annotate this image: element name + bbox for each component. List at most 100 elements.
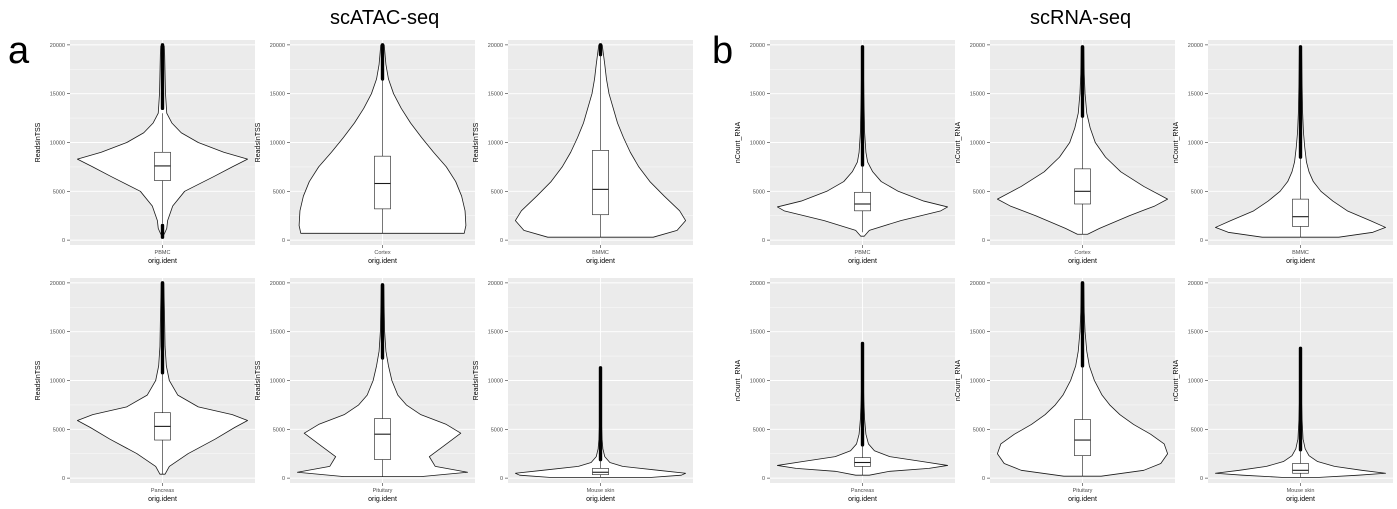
y-tick-label: 0	[282, 476, 285, 482]
y-axis-title: ReadsInTSS	[473, 360, 480, 400]
y-tick-label: 5000	[1191, 189, 1203, 195]
y-tick-label: 20000	[1188, 43, 1203, 49]
y-axis-title: ReadsInTSS	[35, 122, 42, 162]
y-tick-label: 20000	[488, 281, 503, 287]
x-axis-title: orig.ident	[586, 258, 615, 265]
y-tick-label: 15000	[270, 330, 285, 336]
y-tick-label: 5000	[1191, 427, 1203, 433]
y-tick-label: 15000	[1188, 92, 1203, 98]
y-tick-label: 5000	[973, 189, 985, 195]
y-tick-label: 10000	[1188, 379, 1203, 385]
x-tick-label: Pituitary	[1073, 488, 1093, 494]
x-axis-title: orig.ident	[848, 496, 877, 503]
box-iqr	[854, 191, 871, 212]
y-tick-label: 20000	[270, 43, 285, 49]
violin-plot-a-pancreas: 0 5000 10000 15000 20000 Pancreas orig.ident Re…	[35, 278, 255, 503]
y-axis-title: ReadsInTSS	[35, 360, 42, 400]
y-tick-label: 0	[62, 238, 65, 244]
violin-plot-a-mouse-skin: 0 5000 10000 15000 20000 Mouse skin orig.ident…	[473, 278, 693, 503]
y-tick-label: 0	[500, 238, 503, 244]
y-tick-label: 15000	[970, 330, 985, 336]
y-tick-label: 20000	[750, 281, 765, 287]
x-tick-label: PBMC	[855, 250, 871, 256]
y-tick-label: 10000	[488, 141, 503, 147]
panel-title-scatac: scATAC-seq	[330, 7, 440, 29]
y-tick-label: 20000	[970, 281, 985, 287]
y-tick-label: 10000	[970, 141, 985, 147]
y-tick-label: 10000	[270, 379, 285, 385]
y-tick-label: 0	[282, 238, 285, 244]
y-tick-label: 10000	[750, 379, 765, 385]
x-tick-label: Cortex	[1074, 250, 1090, 256]
box-iqr	[1074, 168, 1091, 205]
y-tick-label: 0	[762, 238, 765, 244]
y-tick-label: 20000	[488, 43, 503, 49]
y-tick-label: 15000	[970, 92, 985, 98]
y-tick-label: 15000	[750, 330, 765, 336]
y-tick-label: 5000	[53, 427, 65, 433]
x-axis-title: orig.ident	[148, 496, 177, 503]
y-axis-title: ReadsInTSS	[255, 360, 262, 400]
violin-plot-b-pituitary: 0 5000 10000 15000 20000 Pituitary orig.ident n…	[955, 278, 1175, 503]
box-iqr	[1292, 463, 1309, 474]
y-axis-title: ReadsInTSS	[473, 122, 480, 162]
violin-plot-b-pbmc: 0 5000 10000 15000 20000 PBMC orig.ident nCount…	[735, 40, 955, 265]
y-tick-label: 15000	[1188, 330, 1203, 336]
x-tick-label: BMMC	[592, 250, 609, 256]
box-iqr	[1292, 198, 1309, 227]
panel-letter-a: a	[8, 30, 30, 72]
y-tick-label: 15000	[488, 92, 503, 98]
y-axis-title: nCount_RNA	[735, 122, 742, 164]
x-axis-title: orig.ident	[368, 258, 397, 265]
y-tick-label: 20000	[50, 43, 65, 49]
violin-plot-b-bmmc: 0 5000 10000 15000 20000 BMMC orig.ident nCount…	[1173, 40, 1393, 265]
y-axis-title: ReadsInTSS	[255, 122, 262, 162]
y-tick-label: 15000	[270, 92, 285, 98]
y-tick-label: 15000	[750, 92, 765, 98]
y-tick-label: 20000	[970, 43, 985, 49]
y-tick-label: 0	[1200, 476, 1203, 482]
violin-plot-a-bmmc: 0 5000 10000 15000 20000 BMMC orig.ident ReadsI…	[473, 40, 693, 265]
x-axis-title: orig.ident	[368, 496, 397, 503]
y-axis-title: nCount_RNA	[1173, 360, 1180, 402]
y-axis-title: nCount_RNA	[735, 360, 742, 402]
y-tick-label: 20000	[270, 281, 285, 287]
y-tick-label: 20000	[750, 43, 765, 49]
y-tick-label: 0	[762, 476, 765, 482]
violin-plot-a-cortex: 0 5000 10000 15000 20000 Cortex orig.ident Read…	[255, 40, 475, 265]
x-tick-label: Pancreas	[151, 488, 174, 494]
y-tick-label: 5000	[491, 427, 503, 433]
y-tick-label: 5000	[973, 427, 985, 433]
y-tick-label: 0	[982, 476, 985, 482]
x-axis-title: orig.ident	[586, 496, 615, 503]
violin-plot-a-pbmc: 0 5000 10000 15000 20000 PBMC orig.ident ReadsI…	[35, 40, 255, 265]
y-tick-label: 5000	[491, 189, 503, 195]
y-tick-label: 5000	[53, 189, 65, 195]
y-tick-label: 0	[982, 238, 985, 244]
y-tick-label: 10000	[50, 379, 65, 385]
panel-title-scrna: scRNA-seq	[1030, 7, 1132, 29]
y-tick-label: 15000	[488, 330, 503, 336]
y-axis-title: nCount_RNA	[1173, 122, 1180, 164]
x-tick-label: BMMC	[1292, 250, 1309, 256]
x-tick-label: Pituitary	[373, 488, 393, 494]
x-axis-title: orig.ident	[1286, 258, 1315, 265]
violin-plot-b-cortex: 0 5000 10000 15000 20000 Cortex orig.ident nCou…	[955, 40, 1175, 265]
violin-plot-a-pituitary: 0 5000 10000 15000 20000 Pituitary orig.ident R…	[255, 278, 475, 503]
x-axis-title: orig.ident	[148, 258, 177, 265]
x-tick-label: Mouse skin	[1287, 488, 1315, 494]
x-tick-label: Pancreas	[851, 488, 874, 494]
y-tick-label: 0	[62, 476, 65, 482]
y-tick-label: 15000	[50, 330, 65, 336]
y-axis-title: nCount_RNA	[955, 122, 962, 164]
y-tick-label: 10000	[50, 141, 65, 147]
panel-letter-b: b	[712, 30, 734, 72]
y-tick-label: 10000	[970, 379, 985, 385]
y-tick-label: 5000	[273, 189, 285, 195]
y-tick-label: 0	[1200, 238, 1203, 244]
y-tick-label: 5000	[273, 427, 285, 433]
y-tick-label: 10000	[270, 141, 285, 147]
x-tick-label: Cortex	[374, 250, 390, 256]
x-axis-title: orig.ident	[1286, 496, 1315, 503]
y-axis-title: nCount_RNA	[955, 360, 962, 402]
